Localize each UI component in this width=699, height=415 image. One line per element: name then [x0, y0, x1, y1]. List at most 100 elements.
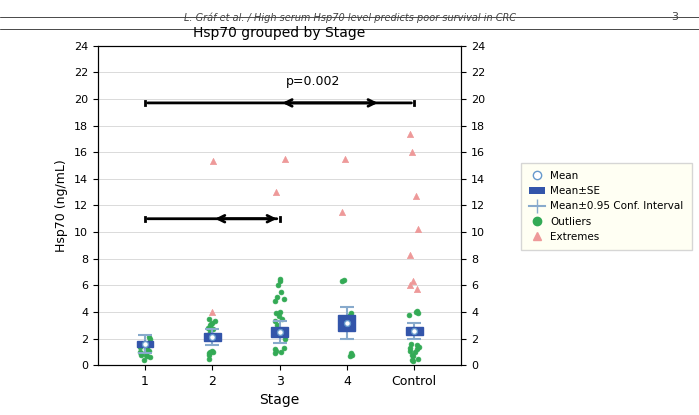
Point	[273, 312, 284, 319]
Point	[412, 355, 424, 362]
Point	[412, 310, 423, 317]
Point	[136, 351, 147, 358]
Point	[140, 351, 152, 358]
Point	[203, 350, 215, 356]
Point	[207, 349, 218, 355]
Bar	[406, 327, 423, 334]
Point	[405, 347, 416, 354]
Point	[278, 329, 289, 335]
Y-axis label: Hsp70 (ng/mL): Hsp70 (ng/mL)	[55, 159, 69, 252]
Point	[407, 149, 418, 156]
Point	[134, 343, 145, 350]
Point	[136, 350, 147, 356]
Point	[407, 278, 418, 285]
Point	[405, 251, 416, 258]
Point	[143, 334, 154, 341]
Point	[210, 318, 221, 325]
Point	[408, 358, 419, 364]
Point	[404, 282, 415, 289]
Point	[205, 322, 216, 329]
Point	[208, 158, 219, 165]
Point	[272, 282, 283, 289]
Point	[404, 344, 415, 351]
X-axis label: Stage: Stage	[259, 393, 300, 408]
Point	[411, 309, 422, 315]
Point	[271, 294, 282, 300]
Point	[142, 353, 153, 359]
Point	[203, 315, 215, 322]
Point	[345, 353, 356, 359]
Point	[343, 312, 354, 319]
Point	[410, 193, 421, 200]
Point	[406, 351, 417, 358]
Point	[276, 315, 287, 322]
Point	[270, 318, 281, 325]
Point	[274, 309, 285, 315]
Bar	[338, 315, 355, 331]
Point	[346, 351, 357, 358]
Point	[412, 342, 423, 349]
Point	[143, 347, 154, 354]
Point	[139, 341, 150, 347]
Point	[346, 310, 357, 317]
Point	[409, 349, 420, 355]
Point	[340, 156, 351, 162]
Point	[207, 334, 218, 341]
Point	[274, 329, 285, 335]
Point	[412, 286, 423, 293]
Point	[411, 307, 422, 314]
Point	[271, 189, 282, 195]
Point	[145, 335, 156, 342]
Title: Hsp70 grouped by Stage: Hsp70 grouped by Stage	[194, 26, 366, 40]
Point	[271, 347, 282, 354]
Point	[406, 356, 417, 363]
Point	[279, 335, 290, 342]
Bar	[271, 327, 288, 337]
Point	[208, 326, 219, 332]
Text: p=0.002: p=0.002	[286, 75, 340, 88]
Point	[407, 353, 418, 359]
Point	[135, 349, 146, 355]
Point	[278, 295, 289, 302]
Point	[142, 344, 153, 351]
Point	[269, 350, 280, 356]
Point	[206, 319, 217, 326]
Point	[206, 321, 217, 327]
Point	[275, 349, 287, 355]
Text: L. Gráf et al. / High serum Hsp70 level predicts poor survival in CRC: L. Gráf et al. / High serum Hsp70 level …	[184, 12, 515, 23]
Point	[409, 327, 420, 334]
Point	[279, 156, 290, 162]
Point	[203, 351, 215, 358]
Point	[272, 322, 283, 329]
Point	[336, 209, 347, 215]
Point	[412, 226, 424, 233]
Point	[269, 298, 280, 305]
Point	[338, 277, 350, 283]
Point	[203, 325, 214, 331]
Point	[345, 350, 356, 356]
Point	[274, 278, 285, 285]
Point	[270, 310, 281, 317]
Point	[337, 278, 348, 285]
Text: 3: 3	[671, 12, 678, 22]
Point	[414, 343, 425, 350]
Point	[404, 130, 415, 137]
Legend: Mean, Mean±SE, Mean±0.95 Conf. Interval, Outliers, Extremes: Mean, Mean±SE, Mean±0.95 Conf. Interval,…	[521, 163, 692, 250]
Point	[405, 341, 417, 347]
Point	[207, 309, 218, 315]
Point	[412, 346, 423, 353]
Point	[144, 354, 155, 361]
Point	[341, 319, 352, 326]
Point	[140, 346, 152, 353]
Point	[138, 356, 149, 363]
Point	[275, 275, 286, 282]
Point	[276, 289, 287, 295]
Point	[203, 355, 215, 362]
Point	[279, 344, 290, 351]
Point	[403, 311, 415, 318]
Bar	[136, 341, 153, 347]
Point	[206, 347, 217, 354]
Bar	[204, 333, 221, 341]
Point	[204, 329, 215, 335]
Point	[205, 349, 216, 355]
